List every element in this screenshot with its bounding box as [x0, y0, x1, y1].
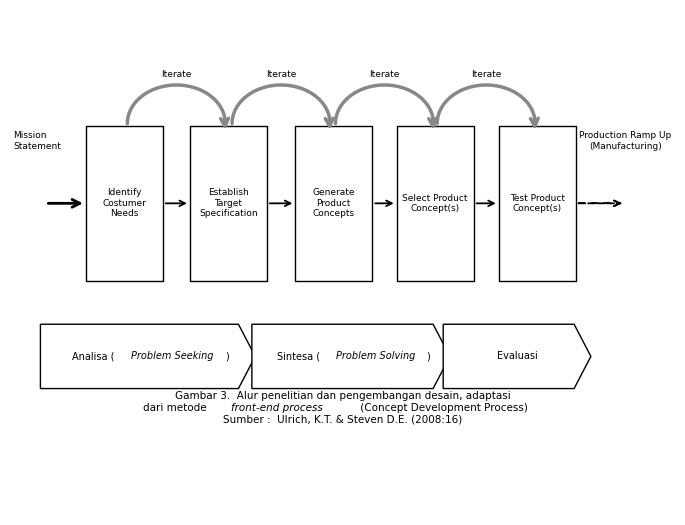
Text: Identify
Costumer
Needs: Identify Costumer Needs [102, 188, 147, 218]
Text: Problem Seeking: Problem Seeking [131, 351, 214, 361]
Text: Sumber :  Ulrich, K.T. & Steven D.E. (2008:16): Sumber : Ulrich, K.T. & Steven D.E. (200… [223, 415, 462, 425]
Polygon shape [252, 324, 450, 388]
FancyBboxPatch shape [397, 126, 474, 280]
Text: dari metode: dari metode [143, 403, 210, 413]
Text: Gambar 3.  Alur penelitian dan pengembangan desain, adaptasi: Gambar 3. Alur penelitian dan pengembang… [175, 392, 510, 402]
Text: Mission
Statement: Mission Statement [14, 131, 62, 151]
Text: Iterate: Iterate [266, 70, 297, 79]
Text: Problem Solving: Problem Solving [336, 351, 416, 361]
Text: Test Product
Concept(s): Test Product Concept(s) [510, 194, 564, 213]
Text: ): ) [225, 351, 229, 361]
Text: ): ) [427, 351, 430, 361]
FancyBboxPatch shape [295, 126, 373, 280]
Text: Production Ramp Up
(Manufacturing): Production Ramp Up (Manufacturing) [580, 131, 671, 151]
Text: Generate
Product
Concepts: Generate Product Concepts [312, 188, 355, 218]
Text: Iterate: Iterate [161, 70, 192, 79]
Polygon shape [40, 324, 256, 388]
Text: Iterate: Iterate [369, 70, 399, 79]
Text: Select Product
Concept(s): Select Product Concept(s) [402, 194, 468, 213]
Text: Establish
Target
Specification: Establish Target Specification [199, 188, 258, 218]
FancyBboxPatch shape [499, 126, 576, 280]
Text: Analisa (: Analisa ( [72, 351, 114, 361]
Polygon shape [443, 324, 591, 388]
Text: front-end process: front-end process [231, 403, 323, 413]
Text: Iterate: Iterate [471, 70, 501, 79]
Text: Evaluasi: Evaluasi [497, 351, 538, 361]
FancyBboxPatch shape [86, 126, 163, 280]
Text: Sintesa (: Sintesa ( [277, 351, 320, 361]
FancyBboxPatch shape [190, 126, 267, 280]
Text: (Concept Development Process): (Concept Development Process) [358, 403, 528, 413]
